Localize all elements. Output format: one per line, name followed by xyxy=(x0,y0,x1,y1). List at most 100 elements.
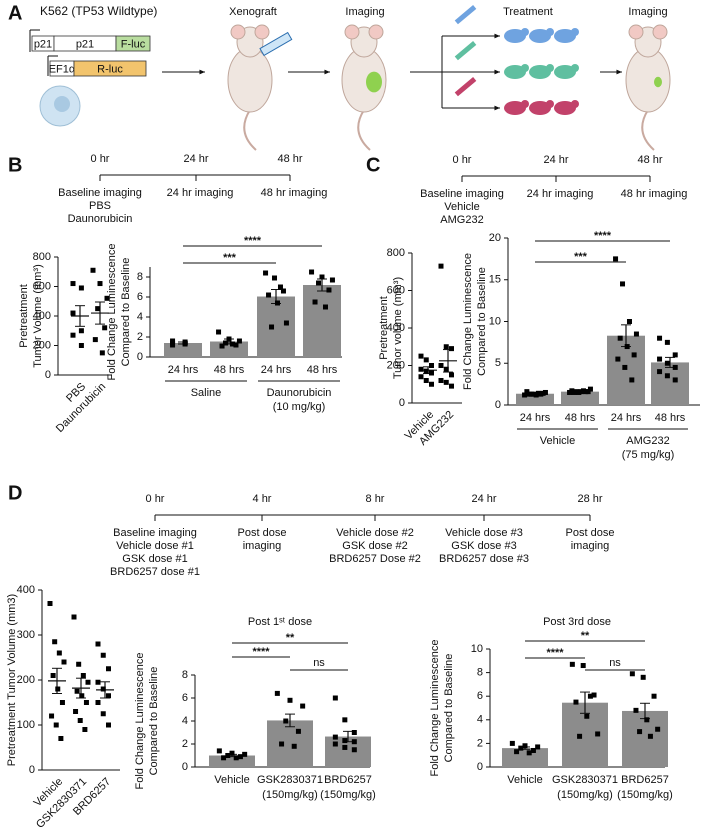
y-axis-label: Compared to Baseline xyxy=(148,667,160,776)
data-point xyxy=(633,331,639,337)
bar xyxy=(267,720,313,767)
data-point xyxy=(443,344,449,350)
y-axis-label: Compared to Baseline xyxy=(443,654,455,763)
data-point xyxy=(274,300,280,306)
data-point xyxy=(53,722,59,728)
y-tick-label: 600 xyxy=(387,284,405,296)
tumor-signal xyxy=(654,76,662,88)
bar xyxy=(257,296,295,357)
y-axis-label: Fold Change Luminescence xyxy=(429,640,441,777)
data-point xyxy=(573,699,579,705)
bar xyxy=(502,748,548,767)
construct-label: R-luc xyxy=(97,63,123,75)
y-tick-label: 6 xyxy=(182,692,188,704)
data-point xyxy=(300,703,306,709)
mouse-body xyxy=(227,47,273,113)
arrow-head xyxy=(324,69,330,75)
data-point xyxy=(617,335,623,341)
x-tick-label: BRD6257 xyxy=(324,774,372,786)
data-point xyxy=(583,389,589,395)
group-label: (75 mg/kg) xyxy=(622,449,675,461)
data-point xyxy=(622,364,628,370)
y-tick-label: 0 xyxy=(399,397,405,409)
data-point xyxy=(443,366,449,372)
y-tick-label: 6 xyxy=(477,690,483,702)
data-point xyxy=(82,727,88,732)
data-point xyxy=(102,325,108,331)
data-point xyxy=(280,288,286,294)
small-mouse xyxy=(504,65,526,79)
data-point xyxy=(106,666,111,672)
y-tick-label: 0 xyxy=(495,399,501,411)
data-point xyxy=(85,679,91,685)
data-point xyxy=(326,287,332,293)
data-point xyxy=(78,343,84,348)
x-tick-label: Vehicle xyxy=(214,774,249,786)
x-tick-label: Vehicle xyxy=(507,774,542,786)
data-point xyxy=(342,717,348,723)
y-axis-label: Compared to Baseline xyxy=(120,258,132,367)
x-tick-label: GSK2830371 xyxy=(257,774,323,786)
panel-label: C xyxy=(366,154,380,176)
small-mouse xyxy=(529,65,551,79)
data-point xyxy=(587,693,593,699)
data-point xyxy=(526,750,532,756)
x-tick-label: 24 hrs xyxy=(261,364,292,376)
y-tick-label: 800 xyxy=(33,251,51,263)
data-point xyxy=(90,267,96,273)
y-tick-label: 4 xyxy=(477,714,483,726)
timeline-note: Vehicle xyxy=(444,201,479,213)
small-mouse-head xyxy=(571,64,579,72)
data-point xyxy=(95,679,101,685)
data-point xyxy=(591,692,597,698)
data-point xyxy=(449,346,454,352)
data-point xyxy=(351,739,357,745)
y-tick-label: 20 xyxy=(489,232,501,244)
timeline-time: 28 hr xyxy=(577,493,602,505)
y-tick-label: 200 xyxy=(387,359,405,371)
y-axis-label: Tumor volume (mm³) xyxy=(392,277,404,379)
data-point xyxy=(429,381,434,387)
y-tick-label: 300 xyxy=(17,629,35,641)
data-point xyxy=(569,388,575,394)
syringe xyxy=(454,77,477,97)
y-tick-label: 400 xyxy=(387,322,405,334)
y-tick-label: 2 xyxy=(477,737,483,749)
timeline-note: GSK dose #3 xyxy=(451,540,516,552)
data-point xyxy=(672,364,678,370)
data-point xyxy=(225,753,231,758)
data-point xyxy=(76,661,82,667)
data-point xyxy=(351,747,357,753)
data-point xyxy=(236,338,242,344)
panel-label: D xyxy=(8,482,22,504)
y-tick-label: 15 xyxy=(489,274,501,286)
data-point xyxy=(272,275,278,281)
data-point xyxy=(351,730,357,735)
bar xyxy=(651,362,689,405)
data-point xyxy=(316,280,322,286)
small-mouse-head xyxy=(546,100,554,108)
construct-label: p21 xyxy=(76,38,94,50)
data-point xyxy=(530,747,536,753)
small-mouse-head xyxy=(521,64,529,72)
data-point xyxy=(613,256,619,262)
data-point xyxy=(672,377,678,383)
small-mouse-head xyxy=(546,64,554,72)
x-tick-label: 24 hrs xyxy=(520,412,551,424)
y-tick-label: 0 xyxy=(45,369,51,381)
mouse-tail xyxy=(641,109,655,151)
mouse-tail xyxy=(357,109,371,151)
small-mouse-head xyxy=(521,100,529,108)
data-point xyxy=(509,740,515,746)
construct-label: EF1α xyxy=(49,63,76,75)
y-tick-label: 600 xyxy=(33,280,51,292)
timeline-note: Post dose xyxy=(566,527,615,539)
small-mouse xyxy=(529,29,551,43)
timeline-note: GSK dose #1 xyxy=(122,553,187,565)
y-tick-label: 8 xyxy=(477,667,483,679)
data-point xyxy=(651,693,657,699)
data-point xyxy=(526,391,532,397)
data-point xyxy=(49,713,55,719)
y-tick-label: 0 xyxy=(182,761,188,773)
data-point xyxy=(522,743,528,749)
